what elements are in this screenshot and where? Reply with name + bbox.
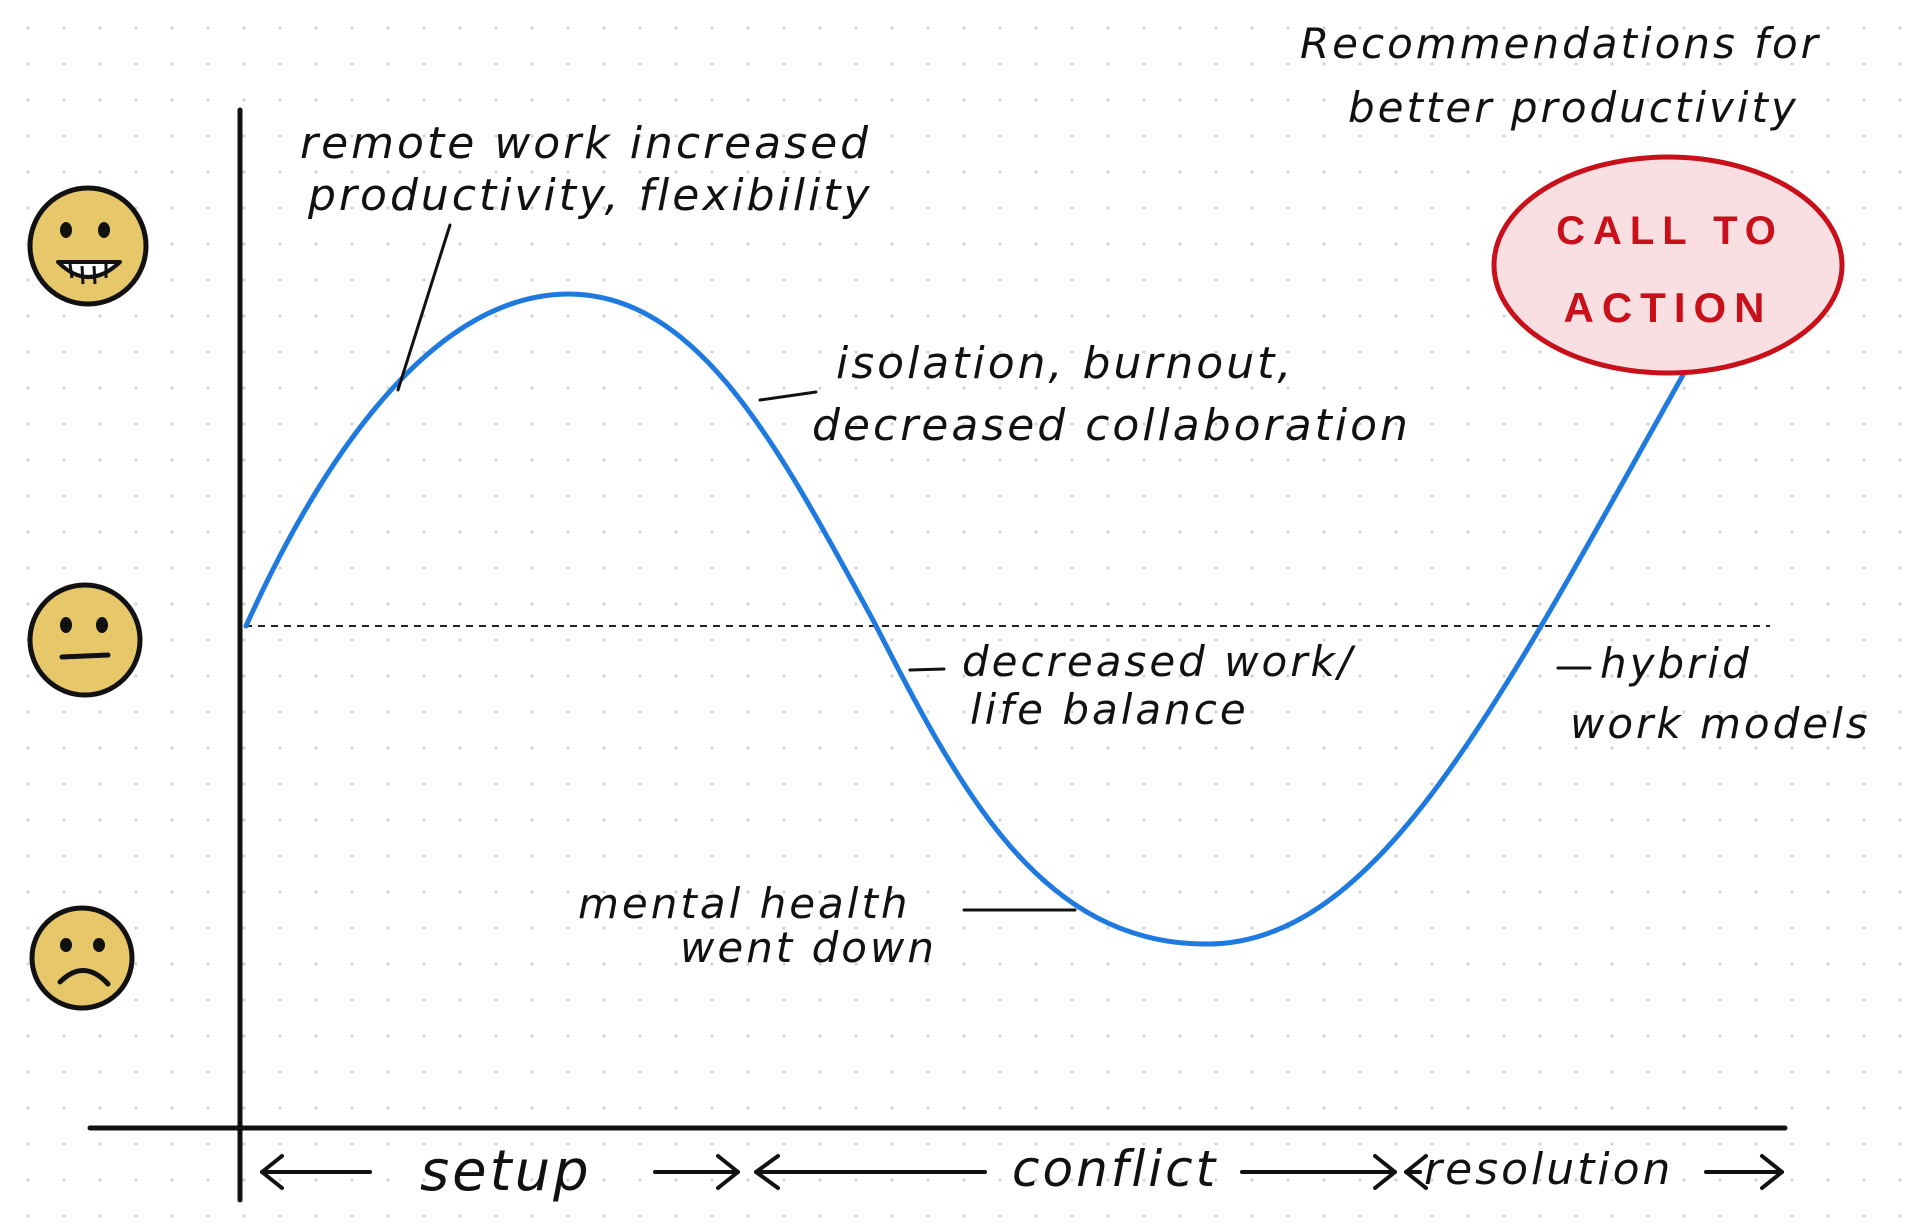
annotation-isolation: isolation, burnout, decreased collaborat… <box>758 338 1411 451</box>
annotation-mental-health: mental health went down <box>578 879 1077 972</box>
call-to-action-badge: CALL TO ACTION <box>1491 154 1845 376</box>
title-line-1: Recommendations for <box>1300 19 1821 68</box>
story-curve <box>243 291 1686 947</box>
hybrid-line-1: hybrid <box>1600 639 1752 688</box>
work-life-line-1: decreased work/ <box>962 637 1356 686</box>
phase-setup-label: setup <box>420 1139 592 1204</box>
remote-work-line-2: productivity, flexibility <box>307 170 872 221</box>
isolation-line-2: decreased collaboration <box>812 400 1411 451</box>
annotation-hybrid: hybrid work models <box>1556 639 1871 748</box>
mental-health-line-1: mental health <box>578 879 911 928</box>
mental-health-line-2: went down <box>680 923 937 972</box>
remote-work-line-1: remote work increased <box>300 118 871 169</box>
phase-resolution: resolution <box>1404 1144 1784 1195</box>
annotation-remote-work: remote work increased productivity, flex… <box>300 118 872 392</box>
phase-conflict: conflict <box>754 1140 1397 1198</box>
neutral-face-icon <box>27 582 143 698</box>
cta-line-1: CALL TO <box>1556 209 1784 253</box>
hybrid-line-2: work models <box>1570 699 1871 748</box>
work-life-line-2: life balance <box>970 685 1249 734</box>
phase-setup: setup <box>260 1139 740 1204</box>
sad-face-icon <box>29 905 135 1011</box>
annotation-work-life: decreased work/ life balance <box>908 637 1356 734</box>
happy-face-icon <box>27 185 149 307</box>
cta-line-2: ACTION <box>1564 284 1773 331</box>
phase-resolution-label: resolution <box>1424 1144 1673 1195</box>
title-line-2: better productivity <box>1348 83 1799 132</box>
isolation-line-1: isolation, burnout, <box>836 338 1294 389</box>
phase-conflict-label: conflict <box>1012 1140 1218 1198</box>
